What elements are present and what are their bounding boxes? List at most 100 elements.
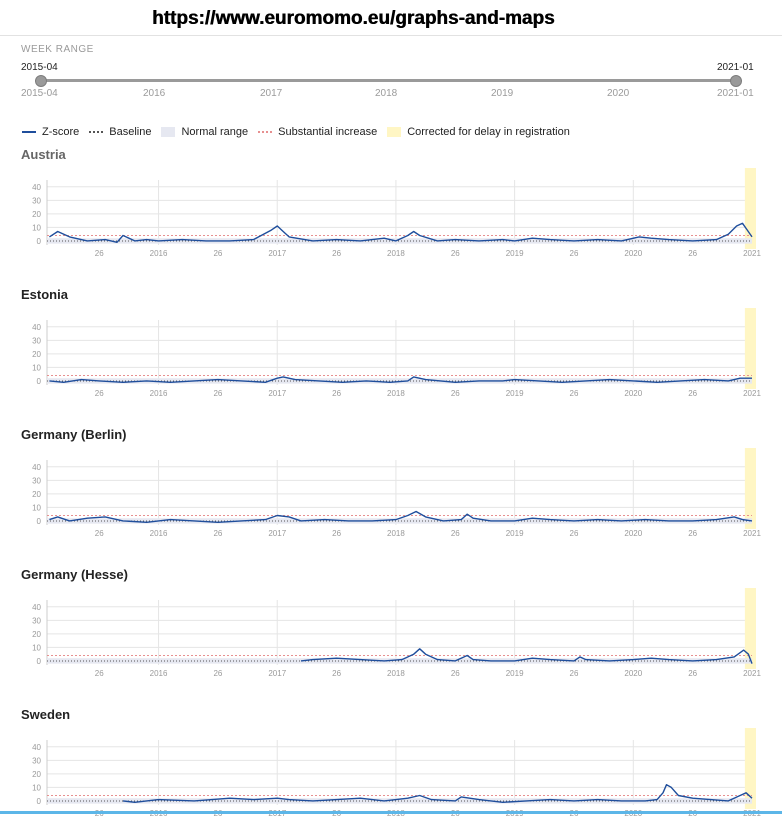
y-tick-label: 0: [37, 797, 42, 806]
x-tick-label: 2016: [150, 529, 168, 538]
y-tick-label: 10: [32, 643, 41, 652]
y-tick-label: 30: [32, 756, 41, 765]
y-tick-label: 20: [32, 770, 41, 779]
x-tick-label: 26: [688, 249, 697, 258]
chart-title-estonia: Estonia: [21, 287, 68, 302]
legend-substantial-label: Substantial increase: [278, 126, 378, 138]
y-tick-label: 30: [32, 336, 41, 345]
chart-germany-hesse: 0 10 20 30 40 26 2016 26 2017 26 2018 26 2019 26 2020 2…: [32, 588, 761, 678]
x-tick-label: 26: [95, 249, 104, 258]
corrected-band: [744, 308, 756, 389]
x-tick-label: 2020: [624, 389, 642, 398]
slider-tick-2019: 2019: [491, 88, 514, 99]
x-tick-label: 2021: [743, 669, 761, 678]
x-tick-label: 26: [451, 529, 460, 538]
legend-substantial-increase[interactable]: Substantial increase: [258, 126, 377, 138]
x-tick-label: 2019: [506, 389, 524, 398]
y-tick-label: 10: [32, 783, 41, 792]
y-tick-label: 40: [32, 743, 41, 752]
normal-range-band: [47, 518, 752, 524]
corrected-band: [744, 448, 756, 529]
x-tick-label: 26: [213, 249, 222, 258]
y-tick-label: 10: [32, 363, 41, 372]
x-tick-label: 2016: [150, 249, 168, 258]
x-tick-label: 2019: [506, 529, 524, 538]
slider-tick-start: 2015-04: [21, 88, 58, 99]
x-tick-label: 26: [213, 389, 222, 398]
x-tick-label: 2017: [268, 669, 286, 678]
y-tick-label: 0: [37, 657, 42, 666]
legend-zscore[interactable]: Z-score: [22, 126, 79, 138]
x-tick-label: 26: [451, 669, 460, 678]
zscore-swatch: [22, 131, 36, 133]
x-tick-label: 26: [451, 389, 460, 398]
chart-estonia: 0 10 20 30 40 26 2016 26 2017 26 2018 26 2019 26 2020 2…: [32, 308, 761, 398]
chart-title-germany-berlin: Germany (Berlin): [21, 427, 127, 442]
x-tick-label: 2020: [624, 669, 642, 678]
corrected-band: [744, 728, 756, 809]
slider-tick-2018: 2018: [375, 88, 398, 99]
slider-tick-2017: 2017: [260, 88, 283, 99]
corrected-band: [744, 588, 756, 669]
y-tick-label: 30: [32, 196, 41, 205]
x-tick-label: 2018: [387, 529, 405, 538]
chart-title-austria: Austria: [21, 147, 66, 162]
x-tick-label: 26: [570, 669, 579, 678]
x-tick-label: 2021: [743, 529, 761, 538]
x-tick-label: 2018: [387, 669, 405, 678]
chart-legend: Z-score Baseline Normal range Substantia…: [22, 126, 580, 138]
chart-austria: 0 10 20 30 40 26 2016 26 2017 26 2018 26 2019 26 2020 2…: [32, 168, 761, 258]
zscore-line: [49, 510, 753, 523]
x-tick-label: 26: [688, 669, 697, 678]
week-range-slider-track[interactable]: [41, 79, 736, 82]
x-tick-label: 26: [213, 669, 222, 678]
x-tick-label: 2016: [150, 389, 168, 398]
x-tick-label: 2018: [387, 249, 405, 258]
x-tick-label: 26: [570, 529, 579, 538]
chart-title-germany-hesse: Germany (Hesse): [21, 567, 128, 582]
zscore-line: [49, 222, 753, 243]
corrected-swatch: [387, 127, 402, 137]
slider-end-value: 2021-01: [717, 62, 754, 73]
legend-corrected[interactable]: Corrected for delay in registration: [387, 126, 570, 138]
legend-normal-range-label: Normal range: [181, 126, 249, 138]
x-tick-label: 2017: [268, 529, 286, 538]
x-tick-label: 26: [332, 249, 341, 258]
chart-germany-berlin: 0 10 20 30 40 26 2016 26 2017 26 2018 26 2019 26 2020 2…: [32, 448, 761, 538]
x-tick-label: 26: [451, 249, 460, 258]
week-range-start-handle[interactable]: [35, 75, 47, 87]
legend-corrected-label: Corrected for delay in registration: [407, 126, 570, 138]
y-tick-label: 10: [32, 503, 41, 512]
week-range-end-handle[interactable]: [730, 75, 742, 87]
y-tick-label: 10: [32, 223, 41, 232]
normal-range-band: [47, 798, 752, 804]
x-tick-label: 26: [332, 529, 341, 538]
y-tick-label: 0: [37, 377, 42, 386]
legend-baseline[interactable]: Baseline: [89, 126, 151, 138]
x-tick-label: 26: [688, 389, 697, 398]
header-divider: [0, 35, 782, 36]
x-tick-label: 26: [95, 389, 104, 398]
x-tick-label: 26: [95, 529, 104, 538]
x-tick-label: 26: [332, 669, 341, 678]
x-tick-label: 2021: [743, 249, 761, 258]
normal-range-band: [47, 658, 752, 664]
slider-start-value: 2015-04: [21, 62, 58, 73]
y-tick-label: 20: [32, 210, 41, 219]
week-range-label: WEEK RANGE: [21, 44, 94, 55]
x-tick-label: 2016: [150, 669, 168, 678]
zscore-line: [122, 784, 753, 803]
x-tick-label: 2018: [387, 389, 405, 398]
x-tick-label: 26: [95, 669, 104, 678]
x-tick-label: 26: [213, 529, 222, 538]
baseline-swatch: [89, 131, 104, 133]
y-tick-label: 0: [37, 517, 42, 526]
legend-baseline-label: Baseline: [109, 126, 152, 138]
normal-range-band: [47, 238, 752, 244]
zscore-line: [300, 648, 753, 664]
legend-normal-range[interactable]: Normal range: [161, 126, 248, 138]
slider-tick-2020: 2020: [607, 88, 630, 99]
x-tick-label: 2020: [624, 249, 642, 258]
y-tick-label: 30: [32, 476, 41, 485]
x-tick-label: 26: [332, 389, 341, 398]
